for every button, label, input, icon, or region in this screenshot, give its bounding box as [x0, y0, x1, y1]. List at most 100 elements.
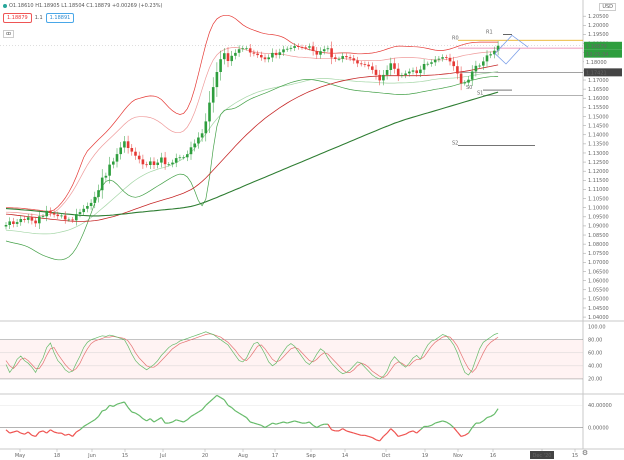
momentum-line-segment: [479, 420, 484, 424]
momentum-line-segment: [39, 430, 44, 433]
candle-body: [12, 221, 15, 224]
momentum-line-segment: [127, 407, 133, 413]
candle-body: [367, 64, 370, 67]
time-tick-label: 16: [490, 453, 496, 459]
candle-body: [441, 57, 444, 59]
buy-button[interactable]: 1.18891: [45, 13, 75, 23]
time-tick-label: 15: [572, 453, 578, 459]
candle-body: [489, 54, 492, 56]
momentum-line-segment: [220, 397, 225, 401]
candle-body: [352, 58, 356, 61]
candle-body: [396, 68, 400, 76]
candle-body: [285, 48, 289, 50]
momentum-line-segment: [312, 424, 318, 429]
momentum-line-segment: [486, 415, 491, 419]
candle-body: [300, 47, 304, 48]
momentum-line-segment: [9, 431, 14, 434]
momentum-line-segment: [316, 424, 321, 429]
momentum-line-segment: [364, 434, 369, 438]
pivot-level-label: S1: [477, 91, 483, 97]
time-tick-label: 14: [342, 453, 348, 459]
candle-body: [30, 217, 34, 221]
momentum-line-segment: [346, 430, 351, 433]
momentum-line-segment: [427, 424, 432, 428]
candle-body: [23, 219, 26, 220]
sell-button[interactable]: 1.18879: [3, 13, 32, 23]
momentum-line-segment: [146, 418, 151, 422]
price-tick-label: 1.20500: [588, 14, 609, 20]
momentum-line-segment: [272, 422, 277, 425]
currency-label[interactable]: USD: [599, 3, 616, 11]
momentum-line-segment: [471, 422, 477, 428]
candle-body: [271, 52, 274, 58]
momentum-line-segment: [65, 433, 70, 436]
candle-body: [345, 56, 348, 58]
momentum-line-segment: [257, 423, 262, 426]
countdown-label-bg: [584, 49, 622, 58]
time-tick-label: Nov: [453, 453, 463, 459]
candle-body: [119, 147, 122, 155]
candle-body: [356, 60, 359, 64]
momentum-line-segment: [172, 419, 177, 423]
momentum-line-segment: [75, 429, 81, 433]
candle-body: [452, 61, 455, 67]
momentum-line-segment: [401, 433, 406, 436]
candle-body: [334, 57, 337, 59]
momentum-line-segment: [264, 424, 270, 429]
momentum-tick-label: 0.00000: [588, 425, 609, 431]
momentum-line-segment: [135, 412, 140, 416]
candle-body: [178, 157, 182, 159]
upper-envelope-slow: [6, 14, 499, 212]
pivot-level-label: R1: [486, 29, 493, 35]
price-tick-label: 1.15000: [588, 114, 609, 120]
candle-body: [371, 66, 374, 70]
price-tick-label: 1.19500: [588, 32, 609, 38]
momentum-line-segment: [442, 420, 447, 423]
momentum-line-segment: [112, 403, 118, 407]
oscillator-fast-line: [5, 331, 499, 380]
pivot-level-label: S2: [452, 141, 458, 147]
momentum-line-segment: [435, 421, 440, 424]
time-tick-label: 20: [202, 453, 208, 459]
candle-body: [200, 133, 204, 138]
candle-body: [145, 164, 148, 166]
price-tick-label: 1.11000: [588, 187, 609, 193]
momentum-line-segment: [242, 414, 247, 419]
momentum-line-segment: [183, 419, 188, 423]
momentum-line-segment: [120, 401, 125, 404]
price-tick-label: 1.10000: [588, 205, 609, 211]
candle-body: [448, 57, 452, 62]
price-tick-label: 1.07500: [588, 251, 609, 257]
time-tick-label: Jul: [159, 453, 166, 459]
price-tick-label: 1.13000: [588, 151, 609, 157]
momentum-line-segment: [123, 401, 129, 408]
price-tick-label: 1.05500: [588, 288, 609, 294]
momentum-line-segment: [27, 431, 33, 436]
momentum-line-segment: [87, 421, 92, 425]
momentum-line-segment: [405, 431, 410, 435]
momentum-line-segment: [305, 421, 310, 424]
candle-body: [297, 46, 300, 47]
time-tick-label: May: [15, 453, 25, 459]
candle-body: [4, 225, 8, 227]
momentum-line-segment: [5, 429, 11, 434]
gear-icon[interactable]: ⚙: [581, 449, 589, 457]
candle-body: [374, 69, 378, 75]
momentum-line-segment: [231, 407, 236, 412]
candle-body: [408, 71, 411, 74]
candle-body: [419, 69, 422, 74]
momentum-line-segment: [419, 425, 425, 431]
candle-body: [100, 177, 104, 191]
candle-body: [278, 52, 282, 55]
indicator-toggle[interactable]: ꝏ: [3, 30, 15, 38]
candle-body: [67, 219, 71, 221]
momentum-line-segment: [212, 394, 218, 400]
price-tick-label: 1.08000: [588, 242, 609, 248]
lower-envelope-fast: [5, 71, 499, 235]
time-cursor-label: Dec '20: [532, 453, 551, 459]
candle-body: [134, 151, 137, 156]
momentum-line-segment: [149, 418, 155, 423]
time-tick-label: Aug: [238, 453, 248, 459]
momentum-line-segment: [157, 417, 162, 421]
